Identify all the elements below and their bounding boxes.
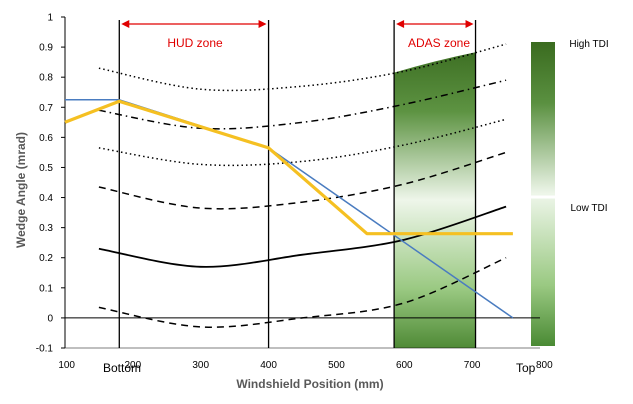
tdi-low-label: Low TDI xyxy=(570,203,607,214)
y-tick-label: 0.9 xyxy=(39,43,53,54)
series-dashed-lower xyxy=(98,257,507,328)
series-dash-dot xyxy=(98,79,507,130)
series-yellow-line xyxy=(64,99,513,236)
y-tick-label: 0.4 xyxy=(39,193,53,204)
adas-zone-arrowhead-right xyxy=(465,20,474,28)
y-tick-label: 0.8 xyxy=(39,73,53,84)
y-tick-label: 0.2 xyxy=(39,253,53,264)
x-label-bottom: Bottom xyxy=(103,361,141,375)
adas-zone-arrowhead-left xyxy=(396,20,405,28)
y-tick-label: 0.3 xyxy=(39,223,53,234)
tdi-high-label: High TDI xyxy=(569,39,608,50)
y-tick-label: 0.6 xyxy=(39,133,53,144)
hud-zone-arrowhead-right xyxy=(258,20,267,28)
y-tick-label: -0.1 xyxy=(36,344,54,355)
x-label-top: Top xyxy=(516,361,536,375)
y-axis-title: Wedge Angle (mrad) xyxy=(14,132,28,248)
tdi-color-bar xyxy=(531,42,555,346)
x-tick-label: 100 xyxy=(58,360,75,371)
y-tick-label: 1 xyxy=(47,13,53,24)
x-tick-label: 300 xyxy=(192,360,209,371)
series-dashed-upper xyxy=(98,151,507,210)
x-tick-label: 600 xyxy=(396,360,413,371)
y-tick-label: 0 xyxy=(47,313,53,324)
adas-zone-label: ADAS zone xyxy=(408,36,470,50)
x-tick-label: 400 xyxy=(260,360,277,371)
y-tick-label: 0.1 xyxy=(39,283,53,294)
hud-zone-label: HUD zone xyxy=(167,36,223,50)
x-tick-label: 200 xyxy=(125,360,142,371)
x-axis-title: Windshield Position (mm) xyxy=(236,377,383,391)
series-dotted-lower xyxy=(98,118,507,167)
y-tick-label: 0.7 xyxy=(39,103,53,114)
adas-zone-shading xyxy=(394,52,476,349)
x-tick-label: 800 xyxy=(536,360,553,371)
x-tick-label: 700 xyxy=(464,360,481,371)
y-tick-label: 0.5 xyxy=(39,163,53,174)
series-solid-black xyxy=(98,205,507,268)
hud-zone-arrowhead-left xyxy=(121,20,130,28)
x-tick-label: 500 xyxy=(328,360,345,371)
